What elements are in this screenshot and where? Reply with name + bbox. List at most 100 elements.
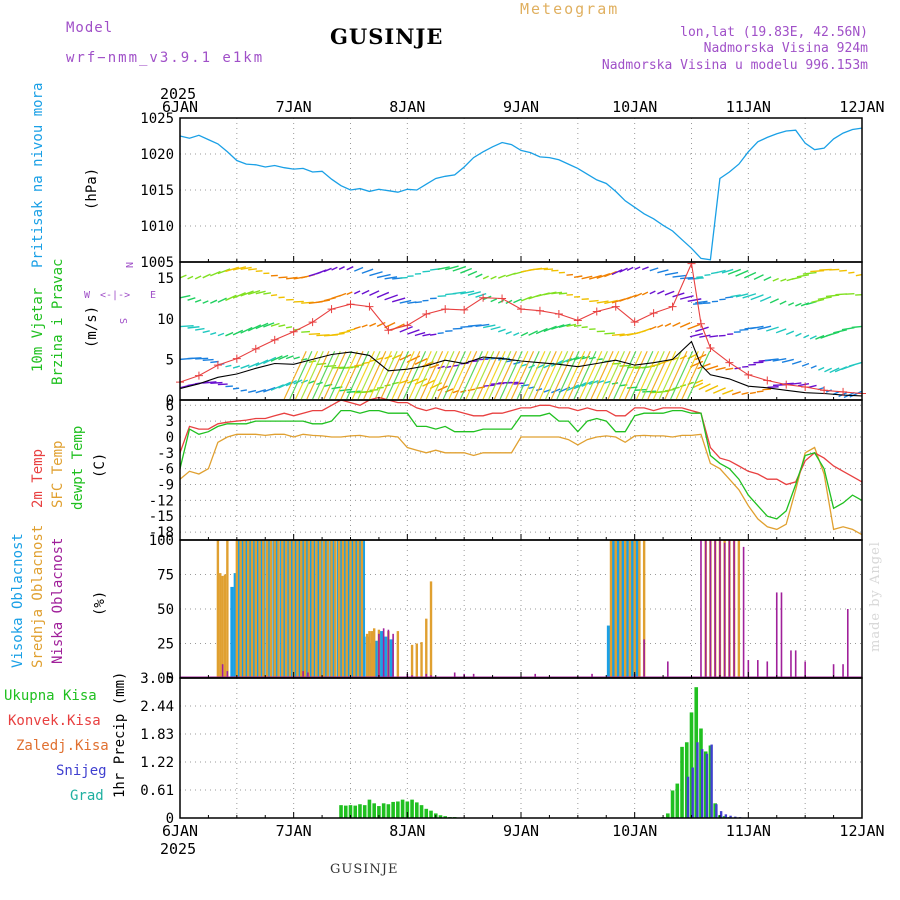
- wind-label-1: 10m Vjetar: [30, 288, 46, 372]
- wind-arrow: [210, 360, 219, 364]
- wind-arrow: [369, 290, 380, 296]
- wind-arrow: [422, 333, 431, 337]
- wind-streak: [420, 351, 444, 400]
- cloud-bar: [330, 540, 333, 678]
- model-elevation-readout: Nadmorska Visina u modelu 996.153m: [601, 58, 868, 73]
- cloud-bar: [733, 540, 735, 678]
- cloud-bar: [315, 540, 318, 678]
- cloud-bar: [235, 540, 239, 678]
- wind-arrow: [498, 328, 506, 333]
- wind-arrow: [791, 360, 802, 365]
- y-tick-label: 10: [157, 312, 174, 328]
- model-label: Model: [66, 20, 114, 36]
- temp-sfc-label: SFC Temp: [50, 441, 66, 508]
- precip-bar: [405, 801, 410, 818]
- time-label-bottom: 10JAN: [612, 822, 657, 840]
- wind-streak: [425, 351, 449, 400]
- cloud-bar: [304, 540, 309, 678]
- time-label-bottom: 9JAN: [503, 822, 539, 840]
- wind-arrow: [705, 365, 719, 371]
- wind-arrow: [361, 289, 370, 295]
- y-tick-label: 3: [166, 414, 174, 430]
- wind-arrow: [839, 269, 847, 272]
- wind-gust-marker: [270, 335, 279, 344]
- wind-streak: [448, 351, 472, 400]
- wind-arrow: [801, 362, 810, 367]
- precip-zaledj-label: Zaledj.Kisa: [16, 738, 109, 754]
- cloud-bar: [534, 673, 537, 678]
- wind-streak: [516, 351, 540, 400]
- wind-gust-marker: [744, 370, 753, 379]
- y-tick-label: -3: [157, 446, 174, 462]
- wind-gust-marker: [668, 302, 677, 311]
- wind-arrow: [764, 358, 779, 362]
- wind-streak: [465, 351, 489, 400]
- wind-arrow: [331, 332, 345, 336]
- wind-arrow: [543, 325, 557, 333]
- wind-arrow: [829, 268, 840, 271]
- wind-arrow: [210, 381, 223, 384]
- wind-arrow: [399, 299, 412, 304]
- wind-arrow: [194, 299, 202, 303]
- wind-gust-marker: [696, 319, 705, 328]
- wind-arrow: [699, 334, 711, 338]
- wind-gust-marker: [630, 318, 639, 327]
- wind-arrow: [731, 391, 741, 396]
- wind-arrow: [626, 266, 634, 271]
- cloud-bar: [704, 540, 707, 678]
- wind-arrow: [354, 266, 364, 272]
- wind-arrow: [551, 388, 561, 394]
- wind-streak: [306, 351, 330, 400]
- cloud-bar: [790, 650, 792, 678]
- wind-streak: [528, 351, 552, 400]
- wind-arrow: [781, 358, 794, 364]
- wind-arrow: [369, 271, 383, 277]
- wind-arrow: [730, 294, 741, 298]
- cloud-bar: [723, 542, 726, 678]
- wind-arrow: [604, 380, 611, 384]
- wind-streak: [329, 351, 353, 400]
- wind-arrow: [604, 332, 615, 335]
- y-tick-label: 25: [157, 637, 174, 653]
- wind-arrow: [797, 383, 810, 387]
- wind-arrow: [664, 322, 672, 327]
- precip-bar: [381, 803, 386, 818]
- wind-arrow: [815, 334, 825, 340]
- wind-streak: [374, 351, 398, 400]
- cloud-bar: [429, 581, 433, 678]
- cloud-bar: [345, 540, 348, 678]
- wind-gust-marker: [479, 293, 488, 302]
- wind-arrow: [497, 299, 504, 304]
- cloud-bar: [384, 636, 388, 678]
- wind-arrow: [240, 364, 250, 369]
- time-label-bottom: 6JAN: [162, 822, 198, 840]
- wind-streak: [300, 351, 324, 400]
- wind-gust-marker: [839, 387, 848, 396]
- y-tick-label: 1015: [140, 183, 174, 199]
- wind-gust-marker: [611, 302, 620, 311]
- wind-arrow: [369, 322, 377, 327]
- wind-streak: [533, 351, 557, 400]
- wind-arrow: [467, 388, 476, 392]
- cloud-bar: [453, 672, 456, 678]
- wind-arrow: [698, 383, 711, 391]
- wind-arrow: [179, 274, 187, 279]
- wind-arrow: [293, 300, 304, 303]
- wind-arrow: [818, 366, 825, 371]
- cloud-bar: [337, 540, 341, 678]
- wind-streak: [431, 351, 455, 400]
- cloud-bar: [244, 540, 249, 678]
- cloud-bar: [365, 633, 369, 678]
- wind-arrow: [802, 271, 817, 275]
- wind-arrow: [697, 363, 711, 370]
- wind-arrow: [308, 332, 321, 335]
- precip-unit: 1hr Precip (mm): [112, 672, 128, 798]
- precip-bar: [670, 790, 675, 818]
- cloud-bar: [425, 618, 428, 678]
- wind-arrow: [695, 326, 709, 333]
- cloud-bar: [326, 540, 329, 678]
- wind-arrow: [641, 291, 649, 296]
- pressure-line: [179, 127, 863, 261]
- wind-arrow: [232, 365, 241, 369]
- cloud-bar: [347, 540, 351, 678]
